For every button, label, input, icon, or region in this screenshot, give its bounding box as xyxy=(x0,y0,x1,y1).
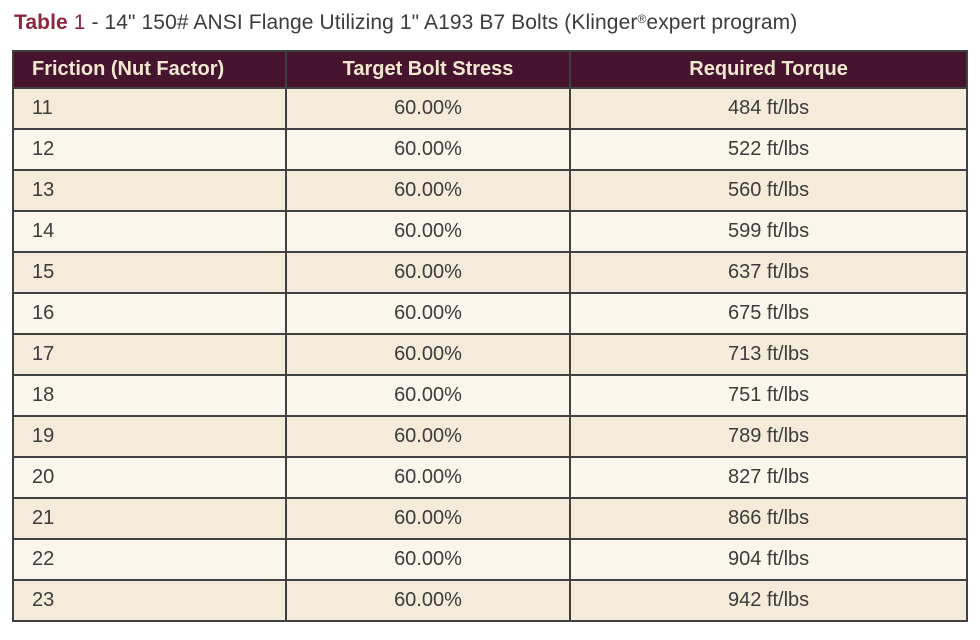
table-row: 11 60.00% 484 ft/lbs xyxy=(12,87,968,130)
column-header-bolt-stress: Target Bolt Stress xyxy=(284,50,572,89)
cell-friction: 19 xyxy=(12,415,287,458)
cell-required-torque: 484 ft/lbs xyxy=(569,87,968,130)
cell-friction: 12 xyxy=(12,128,287,171)
table-row: 15 60.00% 637 ft/lbs xyxy=(12,251,968,294)
cell-bolt-stress: 60.00% xyxy=(284,415,572,458)
cell-friction: 16 xyxy=(12,292,287,335)
table-row: 21 60.00% 866 ft/lbs xyxy=(12,497,968,540)
cell-required-torque: 713 ft/lbs xyxy=(569,333,968,376)
cell-required-torque: 599 ft/lbs xyxy=(569,210,968,253)
cell-friction: 11 xyxy=(12,87,287,130)
table-row: 16 60.00% 675 ft/lbs xyxy=(12,292,968,335)
table-row: 14 60.00% 599 ft/lbs xyxy=(12,210,968,253)
cell-required-torque: 560 ft/lbs xyxy=(569,169,968,212)
table-row: 17 60.00% 713 ft/lbs xyxy=(12,333,968,376)
cell-required-torque: 522 ft/lbs xyxy=(569,128,968,171)
cell-required-torque: 942 ft/lbs xyxy=(569,579,968,622)
cell-friction: 13 xyxy=(12,169,287,212)
cell-bolt-stress: 60.00% xyxy=(284,210,572,253)
cell-bolt-stress: 60.00% xyxy=(284,169,572,212)
cell-required-torque: 827 ft/lbs xyxy=(569,456,968,499)
table-body: 11 60.00% 484 ft/lbs 12 60.00% 522 ft/lb… xyxy=(12,87,968,622)
cell-required-torque: 637 ft/lbs xyxy=(569,251,968,294)
cell-bolt-stress: 60.00% xyxy=(284,497,572,540)
cell-friction: 17 xyxy=(12,333,287,376)
caption-description-tail: expert program) xyxy=(646,11,798,34)
cell-required-torque: 904 ft/lbs xyxy=(569,538,968,581)
cell-bolt-stress: 60.00% xyxy=(284,333,572,376)
table-row: 20 60.00% 827 ft/lbs xyxy=(12,456,968,499)
caption-table-number: 1 xyxy=(67,11,86,34)
cell-friction: 20 xyxy=(12,456,287,499)
cell-friction: 21 xyxy=(12,497,287,540)
cell-bolt-stress: 60.00% xyxy=(284,579,572,622)
cell-required-torque: 789 ft/lbs xyxy=(569,415,968,458)
cell-friction: 14 xyxy=(12,210,287,253)
cell-bolt-stress: 60.00% xyxy=(284,374,572,417)
caption-description: - 14" 150# ANSI Flange Utilizing 1" A193… xyxy=(85,11,638,34)
cell-bolt-stress: 60.00% xyxy=(284,292,572,335)
header-row: Friction (Nut Factor) Target Bolt Stress… xyxy=(12,50,968,89)
caption-table-word: Table xyxy=(14,11,68,34)
table-row: 13 60.00% 560 ft/lbs xyxy=(12,169,968,212)
cell-required-torque: 866 ft/lbs xyxy=(569,497,968,540)
column-header-friction: Friction (Nut Factor) xyxy=(12,50,287,89)
cell-friction: 15 xyxy=(12,251,287,294)
cell-friction: 23 xyxy=(12,579,287,622)
cell-friction: 18 xyxy=(12,374,287,417)
cell-required-torque: 751 ft/lbs xyxy=(569,374,968,417)
registered-trademark-symbol: ® xyxy=(637,12,647,26)
cell-bolt-stress: 60.00% xyxy=(284,538,572,581)
torque-table: Friction (Nut Factor) Target Bolt Stress… xyxy=(12,50,968,622)
table-row: 22 60.00% 904 ft/lbs xyxy=(12,538,968,581)
table-row: 12 60.00% 522 ft/lbs xyxy=(12,128,968,171)
cell-bolt-stress: 60.00% xyxy=(284,251,572,294)
table-row: 19 60.00% 789 ft/lbs xyxy=(12,415,968,458)
column-header-required-torque: Required Torque xyxy=(569,50,968,89)
table-row: 18 60.00% 751 ft/lbs xyxy=(12,374,968,417)
cell-bolt-stress: 60.00% xyxy=(284,87,572,130)
table-caption: Table 1 - 14" 150# ANSI Flange Utilizing… xyxy=(14,10,797,36)
cell-required-torque: 675 ft/lbs xyxy=(569,292,968,335)
cell-friction: 22 xyxy=(12,538,287,581)
table-row: 23 60.00% 942 ft/lbs xyxy=(12,579,968,622)
cell-bolt-stress: 60.00% xyxy=(284,128,572,171)
cell-bolt-stress: 60.00% xyxy=(284,456,572,499)
